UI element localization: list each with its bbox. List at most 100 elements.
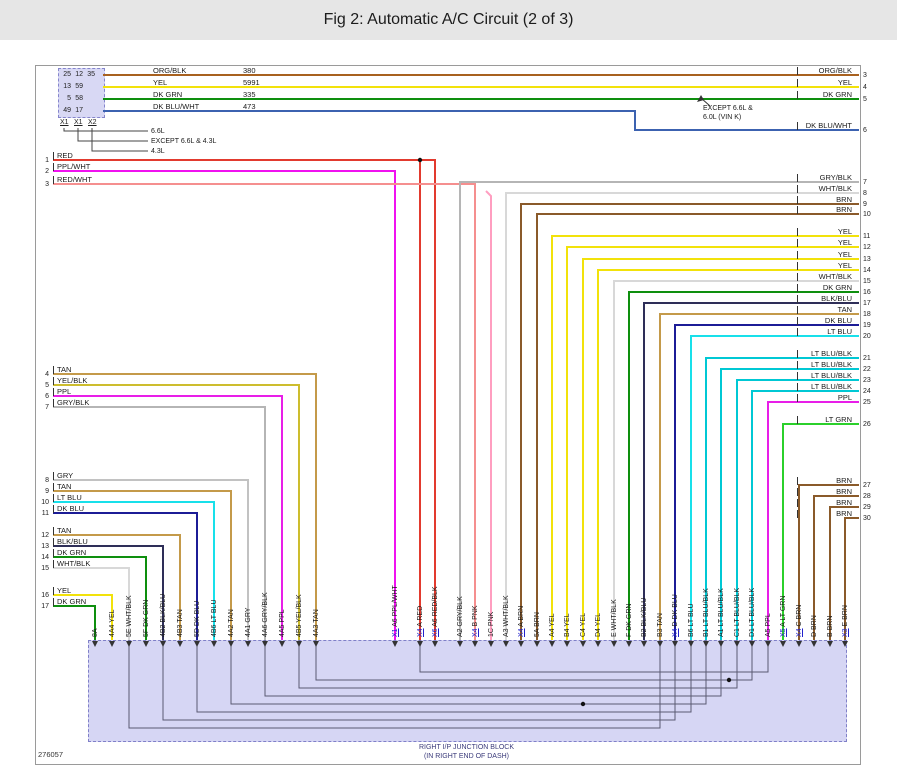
connector-xref[interactable]: X4 bbox=[796, 628, 803, 637]
terminal-id: 4B2 bbox=[160, 624, 167, 637]
wire-gry-left-8 bbox=[53, 479, 249, 640]
right-pin-number: 15 bbox=[863, 278, 871, 285]
connector-xref[interactable]: X4 bbox=[672, 628, 679, 637]
right-pin-label: YEL bbox=[837, 227, 852, 236]
wire-yel-left-16 bbox=[53, 594, 113, 640]
wire-blk-blu-left-13 bbox=[53, 545, 164, 640]
wire-lt-blu-left-10 bbox=[53, 501, 215, 640]
bottom-pin-arrow bbox=[503, 641, 509, 647]
terminal-id: 4A4 bbox=[109, 624, 116, 637]
bottom-pin-arrow bbox=[595, 641, 601, 647]
right-pin-label: BRN bbox=[836, 509, 852, 518]
wire-gry-blk-right-7 bbox=[459, 181, 859, 640]
bottom-pin-label: X3 E BRN bbox=[841, 605, 850, 637]
connector-xref[interactable]: X4 bbox=[417, 628, 424, 637]
wire-color-label: DK BLU bbox=[194, 600, 201, 627]
bottom-pin-arrow bbox=[611, 641, 617, 647]
left-pin-tick bbox=[53, 388, 54, 396]
bottom-pin-label: 4B2 BLK/BLU bbox=[159, 594, 168, 637]
bottom-pin-label: A3 WHT/BLK bbox=[502, 595, 511, 637]
right-pin-number: 19 bbox=[863, 322, 871, 329]
terminal-id: C1 bbox=[734, 628, 741, 637]
connector-xref[interactable]: X1 bbox=[74, 119, 83, 126]
right-pin-number: 18 bbox=[863, 311, 871, 318]
connector-pin-number: 59 bbox=[75, 83, 83, 90]
right-pin-tick bbox=[797, 328, 798, 336]
left-pin-number: 6 bbox=[45, 393, 49, 400]
left-pin-label: TAN bbox=[57, 526, 72, 535]
wire-junction-internal-1 bbox=[128, 640, 661, 729]
wire-color-label: YEL bbox=[580, 612, 587, 627]
bottom-pin-label: X4 A RED bbox=[416, 606, 425, 637]
left-pin-label: TAN bbox=[57, 482, 72, 491]
right-pin-tick bbox=[797, 79, 798, 87]
wire-color-label: BLK/BLU bbox=[160, 593, 167, 623]
left-pin-number: 15 bbox=[41, 565, 49, 572]
connector-xref[interactable]: X1 bbox=[392, 628, 399, 637]
wire-color-label: YEL/BLK bbox=[296, 594, 303, 623]
right-pin-number: 22 bbox=[863, 366, 871, 373]
wire-yel-right-12 bbox=[566, 246, 859, 640]
connector-xref[interactable]: X3 bbox=[842, 628, 849, 637]
right-pin-label: LT BLU/BLK bbox=[811, 349, 852, 358]
connector-xref[interactable]: X1 bbox=[60, 119, 69, 126]
right-pin-label: BRN bbox=[836, 487, 852, 496]
wire-yel-right-14 bbox=[597, 269, 859, 640]
bottom-pin-label: A4 YEL bbox=[548, 613, 557, 637]
wire-color-label: LT BLU/BLK bbox=[749, 587, 756, 627]
bottom-pin-arrow bbox=[262, 641, 268, 647]
wire-wht-blk-left-15 bbox=[53, 567, 130, 640]
bottom-pin-label: D BRN bbox=[810, 615, 819, 637]
wire-dk-grn-left-17 bbox=[53, 605, 96, 640]
bottom-pin-arrow bbox=[534, 641, 540, 647]
left-pin-label: LT BLU bbox=[57, 493, 82, 502]
connector-xref[interactable]: X2 bbox=[88, 119, 97, 126]
connector-xref[interactable]: X4 bbox=[518, 628, 525, 637]
bottom-pin-arrow bbox=[796, 641, 802, 647]
wire-brn-right-10 bbox=[536, 213, 859, 640]
right-pin-tick bbox=[797, 262, 798, 270]
right-pin-tick bbox=[797, 510, 798, 518]
bottom-pin-label: X4 D DK BLU bbox=[671, 594, 680, 637]
circuit-number: 335 bbox=[243, 90, 256, 99]
wire-color-label: RED bbox=[417, 605, 424, 621]
terminal-id: A4 bbox=[549, 628, 556, 637]
wire-color-label: BRN bbox=[842, 605, 849, 620]
bottom-pin-label: E WHT/BLK bbox=[610, 599, 619, 637]
terminal-id: D bbox=[811, 631, 818, 637]
wire-ppl-right-25 bbox=[767, 401, 859, 640]
right-pin-number: 29 bbox=[863, 504, 871, 511]
bottom-pin-label: X4 B PNK bbox=[471, 605, 480, 637]
connector-xref[interactable]: X5 bbox=[780, 628, 787, 637]
wire-lt-blu-blk-right-24 bbox=[751, 390, 859, 640]
bottom-pin-label: 5E WHT/BLK bbox=[125, 595, 134, 637]
wire-color-label: LT BLU/BLK bbox=[703, 588, 710, 627]
terminal-id: B4 bbox=[564, 628, 571, 637]
terminal-id: B3 bbox=[657, 628, 664, 637]
right-pin-tick bbox=[797, 477, 798, 485]
wire-lt-blu-blk-right-22 bbox=[720, 368, 859, 640]
bottom-pin-arrow bbox=[126, 641, 132, 647]
wire-bracket-6-6l bbox=[63, 128, 148, 132]
connector-xref[interactable]: X6 bbox=[432, 628, 439, 637]
connector-xref[interactable]: X4 bbox=[472, 628, 479, 637]
right-pin-label: LT BLU/BLK bbox=[811, 371, 852, 380]
junction-dot bbox=[726, 677, 732, 683]
left-pin-label: YEL/BLK bbox=[57, 376, 88, 385]
terminal-id: 1C bbox=[488, 628, 495, 637]
left-pin-label: DK BLU bbox=[57, 504, 85, 513]
right-pin-label: BLK/BLU bbox=[821, 294, 852, 303]
right-pin-tick bbox=[797, 122, 798, 130]
right-pin-label: LT BLU/BLK bbox=[811, 360, 852, 369]
wire-color-label: GRY/BLK bbox=[457, 596, 464, 627]
bottom-pin-arrow bbox=[177, 641, 183, 647]
right-pin-label: BRN bbox=[836, 498, 852, 507]
wire-lt-blu-right-20 bbox=[690, 335, 859, 640]
bottom-pin-label: F DK GRN bbox=[625, 604, 634, 637]
wire-color-label: PNK bbox=[488, 611, 495, 627]
wire-lt-blu-blk-right-21 bbox=[705, 357, 859, 640]
bottom-pin-label: X4 C BRN bbox=[795, 605, 804, 637]
right-pin-tick bbox=[797, 206, 798, 214]
right-pin-tick bbox=[797, 284, 798, 292]
wire-color-label: LT BLU/BLK bbox=[718, 588, 725, 627]
